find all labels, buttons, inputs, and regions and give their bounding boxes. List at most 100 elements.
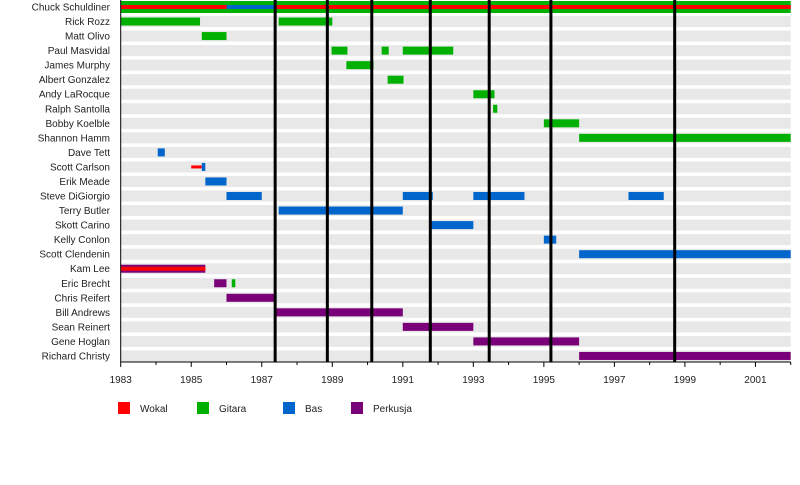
member-label: Skott Carino (55, 221, 110, 232)
member-label: Bobby Koelble (46, 119, 111, 130)
x-tick-label: 1987 (251, 375, 274, 386)
member-label: Steve DiGiorgio (40, 192, 110, 203)
member-label: Richard Christy (42, 351, 110, 362)
x-tick-label: 1999 (674, 375, 697, 386)
row-background (120, 350, 791, 362)
legend-swatch-drums (351, 402, 363, 414)
x-tick-label: 1997 (603, 375, 626, 386)
row-background (120, 161, 791, 173)
member-label: Bill Andrews (56, 308, 110, 319)
bar-drums (214, 279, 227, 288)
bar-drums (579, 351, 791, 360)
legend-swatch-bass (283, 402, 295, 414)
bar-vocals (120, 266, 206, 271)
row-background (120, 103, 791, 115)
bar-drums (402, 322, 474, 331)
bar-bass (579, 250, 791, 259)
bar-bass (278, 206, 403, 215)
bar-guitar (120, 17, 201, 26)
bar-drums (275, 308, 403, 317)
legend-label: Wokal (140, 404, 168, 415)
x-axis: 1983 1985 1987 1989 1991 1993 1995 1997 1999 2001 (110, 0, 792, 386)
bar-guitar (381, 46, 389, 55)
bar-bass (628, 192, 664, 201)
row-background (120, 190, 791, 202)
member-label: Chris Reifert (54, 293, 110, 304)
bar-guitar (402, 46, 454, 55)
row-background (120, 175, 791, 187)
x-tick-label: 1995 (533, 375, 556, 386)
x-tick-label: 2001 (744, 375, 767, 386)
member-label: Dave Tett (68, 148, 110, 159)
membership-bars (120, 1, 791, 360)
bar-bass (431, 221, 474, 230)
member-label: Matt Olivo (65, 32, 110, 43)
row-background (120, 132, 791, 144)
member-label: Scott Clendenin (39, 250, 110, 261)
member-label: James Murphy (44, 61, 110, 72)
x-tick-label: 1985 (180, 375, 203, 386)
member-label: Sean Reinert (52, 322, 111, 333)
member-label: Terry Butler (59, 206, 111, 217)
legend-label: Gitara (219, 404, 247, 415)
x-tick-label: 1991 (392, 375, 415, 386)
member-label: Ralph Santolla (45, 104, 110, 115)
member-label: Scott Carlson (50, 162, 110, 173)
member-label: Eric Brecht (61, 279, 110, 290)
row-background (120, 277, 791, 289)
bar-bass (205, 177, 227, 186)
bar-guitar (579, 133, 791, 142)
bar-vocals (120, 5, 791, 9)
bar-bass (226, 5, 276, 9)
bar-drums (226, 293, 276, 302)
member-label: Erik Meade (59, 177, 110, 188)
row-background (120, 16, 791, 28)
bar-guitar (473, 90, 495, 99)
member-label: Kelly Conlon (54, 235, 110, 246)
row-background (120, 88, 791, 100)
row-background (120, 248, 791, 260)
row-background (120, 30, 791, 42)
legend: Wokal Gitara Bas Perkusja (118, 402, 412, 415)
member-label: Andy LaRocque (39, 90, 111, 101)
row-background (120, 292, 791, 304)
member-label: Albert Gonzalez (39, 75, 110, 86)
bar-guitar (278, 17, 333, 26)
bar-guitar (543, 119, 580, 128)
member-labels: Chuck Schuldiner Rick Rozz Matt Olivo Paul … (32, 3, 111, 363)
member-label: Chuck Schuldiner (32, 3, 111, 14)
row-background (120, 146, 791, 158)
member-label: Rick Rozz (65, 17, 110, 28)
bar-guitar (331, 46, 348, 55)
row-background (120, 335, 791, 347)
bar-guitar (201, 32, 227, 41)
row-background (120, 205, 791, 217)
bar-bass (157, 148, 165, 157)
legend-label: Perkusja (373, 404, 412, 415)
bar-guitar (231, 279, 236, 288)
row-background (120, 263, 791, 275)
row-background (120, 117, 791, 129)
row-background (120, 74, 791, 86)
member-label: Gene Hoglan (51, 337, 110, 348)
bar-guitar (387, 75, 404, 84)
x-tick-label: 1989 (321, 375, 344, 386)
bar-vocals (191, 165, 202, 169)
bar-bass (402, 192, 433, 201)
legend-label: Bas (305, 404, 322, 415)
member-label: Shannon Hamm (38, 133, 110, 144)
bar-bass (201, 162, 206, 171)
row-background (120, 306, 791, 318)
bar-bass (226, 192, 262, 201)
legend-swatch-vocals (118, 402, 130, 414)
row-background (120, 59, 791, 71)
row-background (120, 234, 791, 246)
member-label: Kam Lee (70, 264, 110, 275)
album-release-lines (273, 0, 677, 362)
bar-drums (473, 337, 580, 346)
bar-guitar (346, 61, 374, 70)
x-tick-label: 1983 (110, 375, 133, 386)
x-tick-label: 1993 (462, 375, 485, 386)
bar-bass (473, 192, 525, 201)
